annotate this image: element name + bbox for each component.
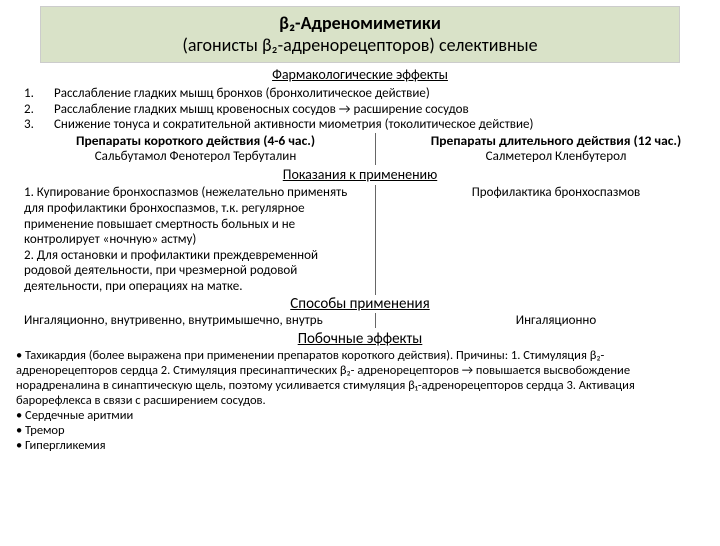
pharma-heading: Фармакологические эффекты [0, 67, 720, 84]
pharma-text-1: Расслабление гладких мышц бронхов (бронх… [54, 86, 430, 102]
pharma-item-1: 1. Расслабление гладких мышц бронхов (бр… [24, 86, 696, 102]
side-item-3: • Тремор [16, 423, 704, 438]
prep-long: Препараты длительного действия (12 час.)… [376, 133, 720, 165]
pharma-num-3: 3. [24, 117, 54, 133]
prep-long-head: Препараты длительного действия (12 час.) [384, 133, 720, 149]
methods-right: Ингаляционно [376, 313, 720, 329]
prep-short: Препараты короткого действия (4-6 час.) … [16, 133, 376, 165]
pharma-text-3: Снижение тонуса и сократительной активно… [54, 117, 533, 133]
pharma-num-1: 1. [24, 86, 54, 102]
side-item-4: • Гипергликемия [16, 438, 704, 453]
indications-left: 1. Купирование бронхоспазмов (нежелатель… [16, 185, 376, 294]
title-box: β₂-Адреномиметики (агонисты β₂-адренорец… [40, 6, 680, 63]
prep-row: Препараты короткого действия (4-6 час.) … [0, 133, 720, 165]
title-line2-a: (агонисты β₂-адренорецепторов) [182, 34, 435, 56]
side-heading: Побочные эффекты [0, 330, 720, 348]
title-line1: β₂-Адреномиметики [49, 13, 671, 35]
prep-short-head: Препараты короткого действия (4-6 час.) [24, 133, 367, 149]
title-line2-b: селективные [435, 34, 538, 56]
methods-left: Ингаляционно, внутривенно, внутримышечно… [16, 313, 376, 329]
side-item-1: • Тахикардия (более выражена при примене… [16, 348, 704, 408]
side-item-2: • Сердечные аритмии [16, 408, 704, 423]
indications-heading: Показания к применению [0, 167, 720, 184]
methods-row: Ингаляционно, внутривенно, внутримышечно… [0, 313, 720, 329]
indications-right: Профилактика бронхоспазмов [376, 185, 720, 294]
pharma-item-3: 3. Снижение тонуса и сократительной акти… [24, 117, 696, 133]
pharma-num-2: 2. [24, 102, 54, 118]
prep-short-drugs: Сальбутамол Фенотерол Тербуталин [24, 149, 367, 165]
indications-row: 1. Купирование бронхоспазмов (нежелатель… [0, 185, 720, 294]
pharma-text-2: Расслабление гладких мышц кровеносных со… [54, 102, 469, 118]
pharma-item-2: 2. Расслабление гладких мышц кровеносных… [24, 102, 696, 118]
pharma-list: 1. Расслабление гладких мышц бронхов (бр… [0, 86, 720, 133]
methods-heading: Способы применения [0, 295, 720, 313]
title-line2: (агонисты β₂-адренорецепторов) селективн… [49, 35, 671, 57]
prep-long-drugs: Салметерол Кленбутерол [384, 149, 720, 165]
side-effects: • Тахикардия (более выражена при примене… [0, 348, 720, 453]
